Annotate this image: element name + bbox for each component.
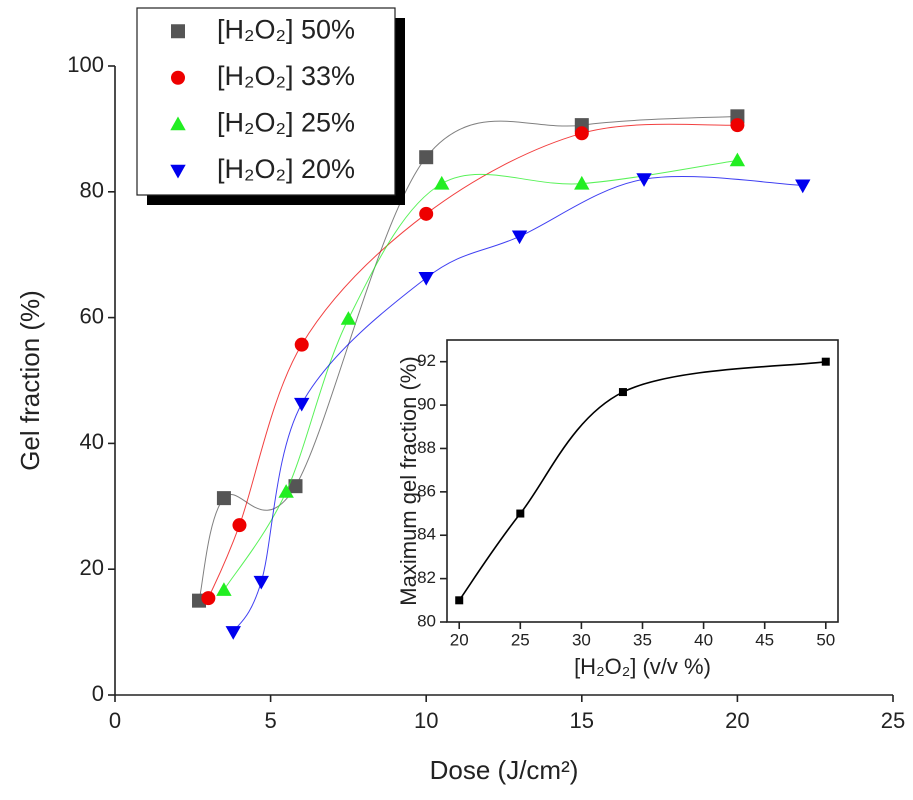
marker <box>216 582 232 596</box>
y-axis-label: Maximum gel fraction (%) <box>396 356 421 605</box>
legend-marker <box>170 116 186 131</box>
x-tick-label: 25 <box>511 630 530 649</box>
y-tick-label: 82 <box>417 568 436 587</box>
x-tick-label: 5 <box>264 708 276 733</box>
marker <box>511 230 528 245</box>
x-tick-label: 10 <box>414 708 438 733</box>
y-tick-label: 86 <box>417 481 436 500</box>
marker <box>225 626 241 640</box>
marker <box>278 484 294 498</box>
y-tick-label: 80 <box>417 611 436 630</box>
x-axis-label: Dose (J/cm²) <box>430 755 579 785</box>
marker <box>288 479 303 494</box>
legend-label: [H₂O₂] 25% <box>217 107 355 137</box>
marker <box>516 509 525 518</box>
x-tick-label: 40 <box>694 630 713 649</box>
x-axis-label: [H₂O₂] (v/v %) <box>574 654 711 679</box>
marker <box>434 175 450 190</box>
marker <box>216 491 231 506</box>
y-tick-label: 90 <box>417 395 436 414</box>
fit-curve <box>458 360 826 601</box>
marker <box>574 175 590 190</box>
fit-curve <box>232 175 803 633</box>
y-tick-label: 84 <box>417 525 436 544</box>
x-tick-label: 15 <box>570 708 594 733</box>
x-tick-label: 35 <box>633 630 652 649</box>
marker <box>294 337 309 352</box>
marker <box>419 206 434 221</box>
y-tick-label: 20 <box>80 555 104 580</box>
x-tick-label: 20 <box>450 630 469 649</box>
marker <box>730 118 745 133</box>
marker <box>795 179 811 194</box>
marker <box>729 152 746 167</box>
marker <box>340 311 357 325</box>
marker <box>574 126 589 141</box>
y-tick-label: 80 <box>80 178 104 203</box>
marker <box>618 388 627 397</box>
y-tick-label: 92 <box>417 351 436 370</box>
marker <box>253 575 269 590</box>
y-tick-label: 100 <box>67 52 104 77</box>
marker <box>455 596 464 605</box>
legend-marker <box>170 164 186 179</box>
marker <box>232 518 247 533</box>
marker <box>636 173 652 187</box>
x-tick-label: 45 <box>755 630 774 649</box>
legend-box <box>136 7 396 196</box>
y-tick-label: 60 <box>80 303 104 328</box>
plot-frame <box>446 339 839 623</box>
y-axis-label: Gel fraction (%) <box>15 290 45 471</box>
x-tick-label: 50 <box>816 630 835 649</box>
x-tick-label: 20 <box>725 708 749 733</box>
marker <box>821 357 830 366</box>
x-tick-label: 25 <box>881 708 905 733</box>
legend-label: [H₂O₂] 33% <box>217 61 355 91</box>
legend-label: [H₂O₂] 20% <box>217 154 355 184</box>
marker <box>418 272 434 286</box>
marker <box>419 150 434 165</box>
x-tick-label: 30 <box>572 630 591 649</box>
y-tick-label: 88 <box>417 438 436 457</box>
marker <box>294 397 310 412</box>
legend-marker <box>171 24 185 39</box>
x-tick-label: 0 <box>109 708 121 733</box>
legend-label: [H₂O₂] 50% <box>217 14 355 44</box>
y-tick-label: 0 <box>92 681 104 706</box>
legend-marker <box>171 70 185 85</box>
marker <box>201 591 216 606</box>
y-tick-label: 40 <box>80 429 104 454</box>
fit-curve <box>223 159 738 591</box>
